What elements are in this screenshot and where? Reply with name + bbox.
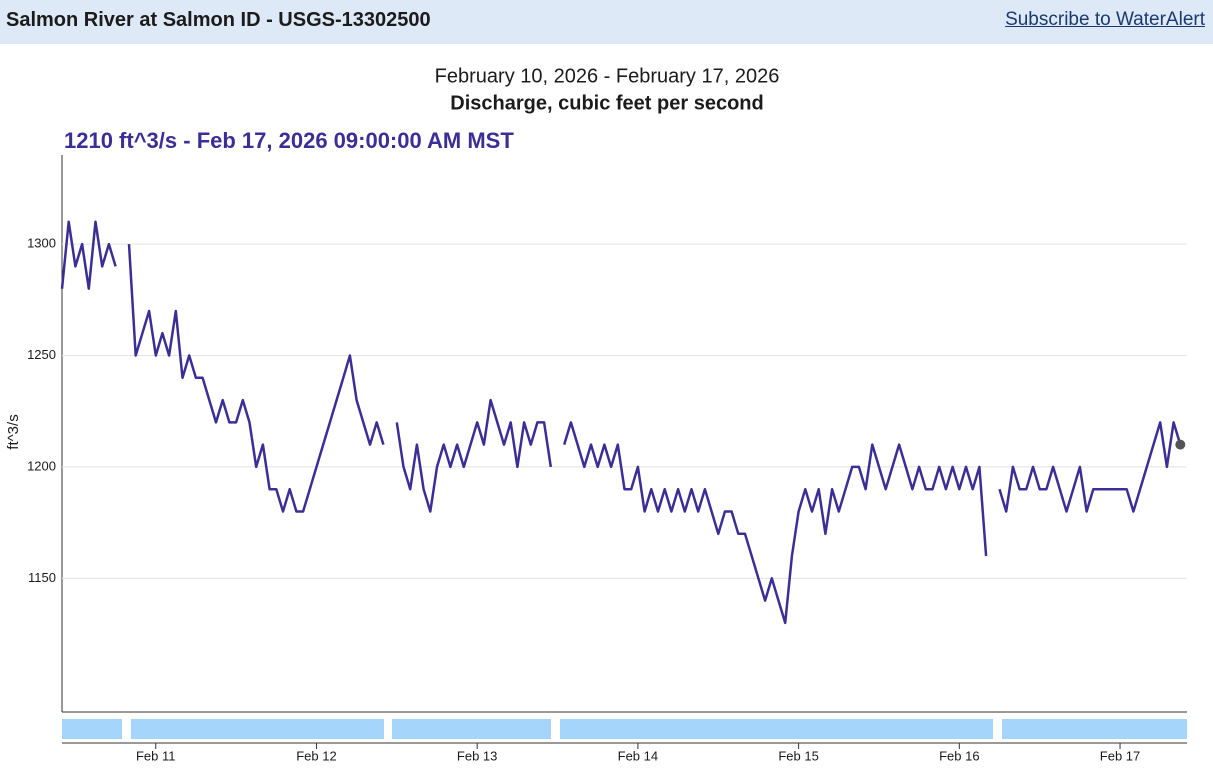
site-title: Salmon River at Salmon ID - USGS-1330250… bbox=[6, 9, 431, 31]
brush-bar bbox=[62, 719, 122, 739]
brush-bar bbox=[560, 719, 993, 739]
subscribe-link[interactable]: Subscribe to WaterAlert bbox=[1005, 9, 1205, 30]
chart-subtitle: February 10, 2026 - February 17, 2026 bbox=[435, 65, 780, 87]
y-tick-label: 1200 bbox=[27, 458, 56, 473]
y-axis-label: ft^3/s bbox=[5, 414, 22, 449]
x-tick-label: Feb 17 bbox=[1100, 748, 1140, 763]
y-tick-label: 1250 bbox=[27, 347, 56, 362]
hover-point bbox=[1175, 439, 1186, 450]
chart: February 10, 2026 - February 17, 2026 Di… bbox=[5, 65, 1187, 763]
y-tick-label: 1300 bbox=[27, 236, 56, 251]
header: Salmon River at Salmon ID - USGS-1330250… bbox=[0, 0, 1213, 44]
brush-bar bbox=[1002, 719, 1187, 739]
x-tick-label: Feb 16 bbox=[939, 748, 979, 763]
tooltip: 1210 ft^3/s - Feb 17, 2026 09:00:00 AM M… bbox=[64, 128, 514, 153]
brush-bar bbox=[392, 719, 551, 739]
x-tick-label: Feb 15 bbox=[778, 748, 818, 763]
y-tick-label: 1150 bbox=[28, 570, 56, 585]
x-tick-label: Feb 14 bbox=[618, 748, 658, 763]
x-tick-label: Feb 13 bbox=[457, 748, 497, 763]
x-tick-label: Feb 12 bbox=[296, 748, 336, 763]
brush[interactable] bbox=[62, 719, 1187, 739]
series-line bbox=[60, 220, 1182, 625]
chart-title: Discharge, cubic feet per second bbox=[450, 92, 763, 114]
x-tick-label: Feb 11 bbox=[136, 748, 176, 763]
brush-bar bbox=[131, 719, 384, 739]
